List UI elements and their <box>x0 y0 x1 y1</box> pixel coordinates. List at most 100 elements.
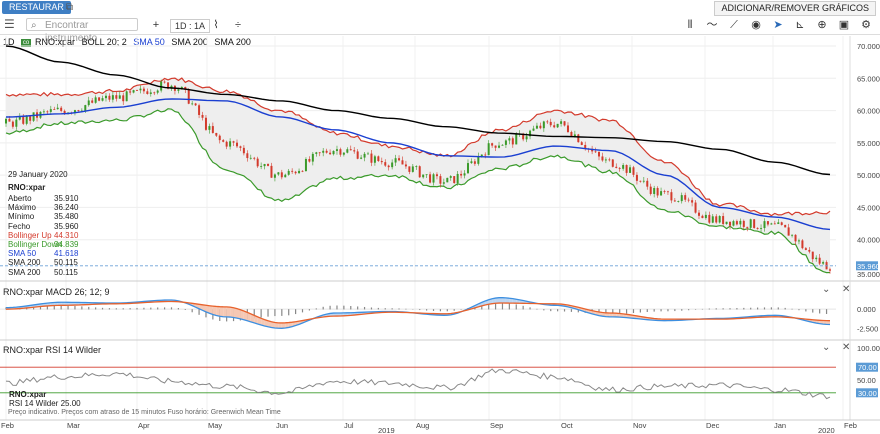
external-link-icon[interactable]: ⧉ <box>65 2 74 13</box>
eye-icon[interactable]: ◉ <box>751 19 761 31</box>
y-tick-label: 60.000 <box>857 107 880 116</box>
candle-body <box>742 220 745 227</box>
rsi-y-tick-label: 100.00 <box>857 344 880 353</box>
candle-body <box>318 152 321 154</box>
candle-body <box>532 128 535 131</box>
candle-body <box>711 216 714 223</box>
macd-histogram-bar <box>805 309 807 312</box>
legend-sma200-b: SMA 200 <box>214 37 251 47</box>
candle-body <box>53 109 56 110</box>
info-row-value: 34.839 <box>54 239 79 249</box>
indicator-icon[interactable]: 〜 <box>706 19 718 31</box>
macd-histogram-bar <box>384 308 386 310</box>
macd-histogram-bar <box>88 306 90 310</box>
candle-body <box>491 143 494 146</box>
macd-histogram-bar <box>660 309 662 312</box>
candle-body <box>122 95 125 102</box>
search-input[interactable]: ⌕ Encontrar instrumento <box>26 18 138 44</box>
candle-body <box>473 161 476 164</box>
macd-fill <box>499 297 503 304</box>
macd-histogram-bar <box>322 306 324 310</box>
settings-gear-icon[interactable]: ⚙ <box>861 19 871 31</box>
candle-body <box>429 174 432 183</box>
candle-body <box>763 221 766 229</box>
bollinger-up-line <box>5 77 831 217</box>
candle-body <box>63 110 66 115</box>
macd-histogram-bar <box>577 309 579 313</box>
candle-body <box>608 159 611 161</box>
info-row: Máximo 36.240 <box>8 203 88 212</box>
candle-body <box>280 172 283 178</box>
macd-histogram-bar <box>129 308 131 310</box>
candle-body <box>184 86 187 90</box>
chart-type-icon[interactable]: ⌇ <box>213 19 219 31</box>
candle-body <box>694 202 697 213</box>
macd-collapse-icon[interactable]: ⌄ <box>822 284 831 295</box>
candle-body <box>177 89 180 91</box>
candle-body <box>463 173 466 176</box>
candle-body <box>635 174 638 181</box>
period-selector[interactable]: 1D : 1A <box>170 19 211 33</box>
footer-note: Preço indicativo. Preços com atraso de 1… <box>8 409 281 416</box>
candle-body <box>349 149 352 151</box>
candle-body <box>460 173 463 176</box>
candle-body <box>308 159 311 162</box>
macd-histogram-bar <box>777 307 779 310</box>
macd-histogram-bar <box>756 307 759 310</box>
candle-body <box>453 176 456 184</box>
bollinger-down-line <box>5 108 831 274</box>
macd-histogram-bar <box>522 305 524 310</box>
compare-icon[interactable]: ÷ <box>234 19 242 31</box>
candle-body <box>373 156 376 163</box>
x-tick-label: Jan <box>774 421 786 430</box>
rsi-close-icon[interactable]: ✕ <box>842 342 851 353</box>
add-remove-charts-button[interactable]: ADICIONAR/REMOVER GRÁFICOS <box>714 1 876 16</box>
candle-body <box>294 171 297 174</box>
drawing-icon[interactable]: ⊾ <box>795 19 805 31</box>
trendline-icon[interactable]: ⟋ <box>730 19 738 31</box>
candle-body <box>208 126 211 130</box>
macd-histogram-bar <box>74 305 76 310</box>
info-row: SMA 200 50.115 <box>8 258 88 267</box>
macd-histogram-bar <box>46 305 48 310</box>
rsi-y-tick-label: 30.00 <box>858 389 877 398</box>
candle-body <box>8 118 11 122</box>
candle-body <box>222 140 225 142</box>
macd-histogram-bar <box>612 309 614 315</box>
macd-fill <box>57 302 62 306</box>
candle-body <box>697 212 700 216</box>
cursor-icon[interactable]: ➤ <box>773 19 783 31</box>
candle-body <box>315 152 318 154</box>
candle-body <box>139 88 142 91</box>
candle-body <box>335 149 338 151</box>
macd-close-icon[interactable]: ✕ <box>842 284 851 295</box>
macd-fill <box>226 306 231 318</box>
candle-body <box>687 199 690 201</box>
macd-fill <box>233 307 237 319</box>
y-tick-label: 45.000 <box>857 203 880 212</box>
zoom-icon[interactable]: ⊕ <box>817 19 827 31</box>
restore-button[interactable]: RESTAURAR <box>2 1 71 14</box>
macd-fill <box>240 309 244 320</box>
candle-body <box>573 134 576 137</box>
rsi-collapse-icon[interactable]: ⌄ <box>822 342 831 353</box>
candle-body <box>418 166 421 178</box>
candle-body <box>91 100 94 103</box>
candle-body <box>287 170 290 175</box>
signal-line <box>5 300 831 324</box>
candle-body <box>87 100 90 106</box>
macd-histogram-bar <box>95 307 97 310</box>
add-icon[interactable]: + <box>152 19 160 31</box>
info-row: SMA 200 50.115 <box>8 268 88 277</box>
macd-histogram-bar <box>708 308 710 310</box>
menu-icon[interactable]: ☰ <box>4 17 15 31</box>
macd-histogram-bar <box>39 306 42 310</box>
macd-histogram-bar <box>363 306 366 310</box>
macd-fill <box>492 298 496 304</box>
candle-body <box>615 166 618 168</box>
candle-body <box>780 222 783 225</box>
candlestick-icon[interactable]: ⫴ <box>687 19 693 31</box>
camera-icon[interactable]: ▣ <box>838 19 850 31</box>
info-row-label: SMA 200 <box>8 267 41 277</box>
